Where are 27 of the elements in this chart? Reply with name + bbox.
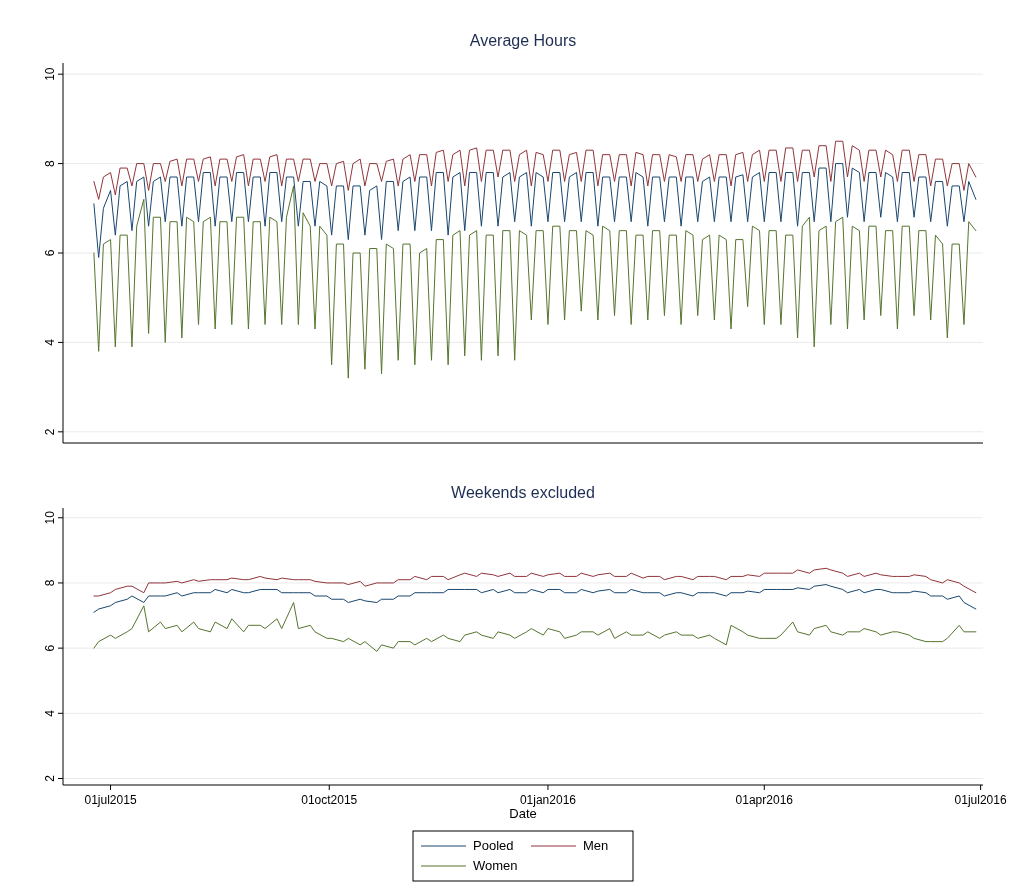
line-series	[93, 185, 977, 379]
y-tick-label: 2	[43, 774, 57, 782]
y-tick-label: 10	[43, 67, 57, 81]
x-tick-label: 01oct2015	[301, 793, 358, 807]
y-tick-label: 8	[43, 159, 57, 167]
x-tick-label: 01apr2016	[735, 793, 794, 807]
y-tick-label: 10	[43, 510, 57, 525]
y-tick-label: 2	[43, 428, 57, 436]
line-series	[93, 602, 977, 652]
line-series	[93, 567, 977, 597]
legend-label: Women	[473, 858, 518, 873]
x-tick-label: 01jul2016	[954, 793, 1007, 807]
x-tick-label: 01jul2015	[84, 793, 137, 807]
y-tick-label: 6	[43, 644, 57, 652]
chart-title: Weekends excluded	[451, 484, 595, 501]
legend-label: Men	[583, 838, 609, 853]
chart-title: Average Hours	[469, 32, 577, 49]
x-axis-title: Date	[509, 806, 537, 821]
legend-label: Pooled	[473, 838, 514, 853]
y-tick-label: 4	[43, 338, 57, 346]
x-tick-label: 01jan2016	[519, 793, 577, 807]
line-series	[93, 584, 977, 613]
y-tick-label: 4	[43, 709, 57, 717]
y-tick-label: 6	[43, 249, 57, 257]
y-tick-label: 8	[43, 579, 57, 587]
line-series	[93, 140, 977, 200]
line-series	[93, 163, 977, 258]
